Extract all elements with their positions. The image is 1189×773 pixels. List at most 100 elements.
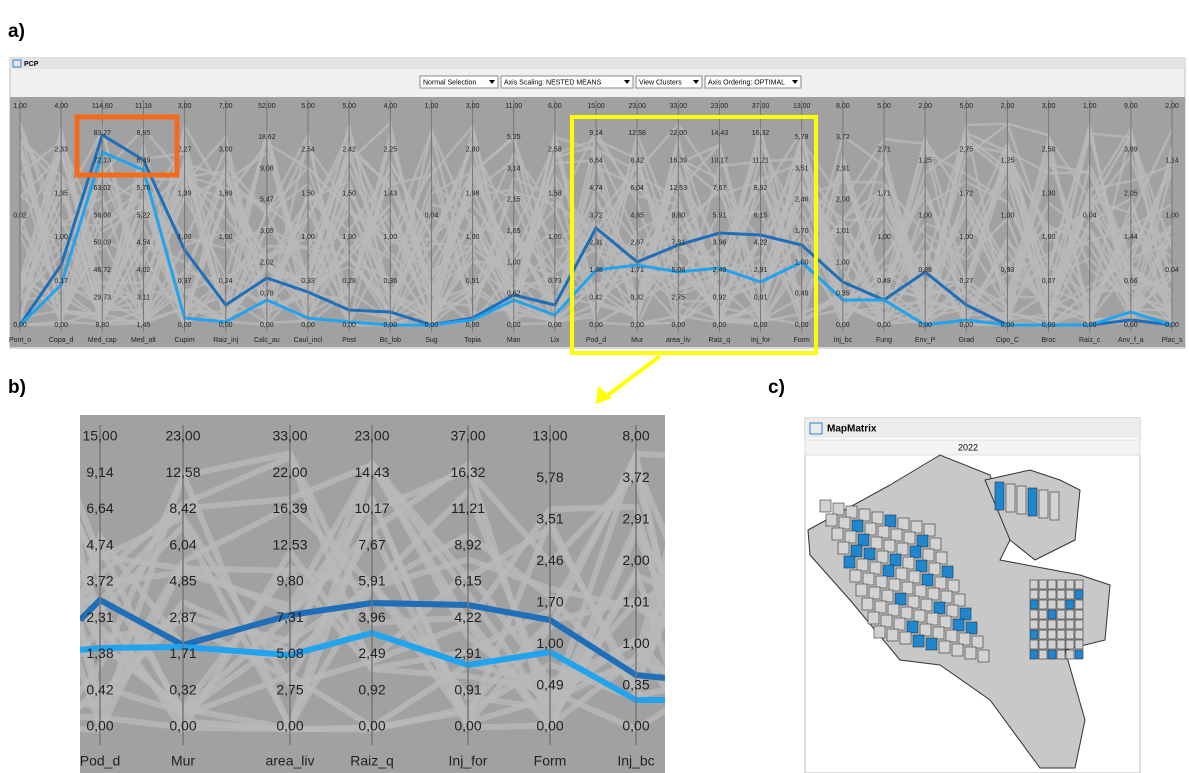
axis-tick-label: 0,78 — [260, 291, 274, 298]
map-parcel — [863, 547, 876, 561]
map-parcel — [927, 587, 940, 601]
axis-tick-label: 1,00 — [425, 103, 439, 110]
dropdown[interactable] — [419, 75, 499, 89]
axis-tick-label: 8,92 — [754, 185, 768, 192]
axis-tick-label: 2,05 — [1124, 190, 1138, 197]
axis-tick-label: 1,38 — [589, 267, 603, 274]
axis-tick-label: 1,00 — [342, 234, 356, 241]
axis-tick-label: 0,00 — [671, 322, 685, 329]
axis-tick-label: 0,93 — [1001, 267, 1015, 274]
dropdown-arrow[interactable] — [792, 80, 798, 84]
dropdown-arrow[interactable] — [624, 80, 630, 84]
axis-tick-label: 0,00 — [383, 322, 397, 329]
axis-tick-label: 1,25 — [1001, 158, 1015, 165]
axis-tick-label: 8,00 — [836, 103, 850, 110]
axis-tick-label: 2,87 — [169, 609, 196, 625]
axis-tick-label: 1,00 — [54, 234, 68, 241]
axis-tick-label: 0,00 — [301, 322, 315, 329]
map-parcel — [1038, 649, 1048, 660]
axis-tick-label: 1,43 — [383, 190, 397, 197]
axis-tick-label: 0,32 — [630, 294, 644, 301]
axis-tick-label: 4,02 — [137, 267, 151, 274]
map-parcel — [870, 536, 883, 550]
axis-tick-label: 3,00 — [178, 103, 192, 110]
map-parcel — [946, 604, 959, 618]
axis-tick-label: 4,22 — [454, 609, 481, 625]
axis-tick-label: 0,91 — [754, 294, 768, 301]
axis-tick-label: 0,00 — [1042, 322, 1056, 329]
axis-tick-label: 6,00 — [548, 103, 562, 110]
axis-tick-label: 37,00 — [752, 103, 770, 110]
axis-tick-label: 1,00 — [622, 635, 649, 651]
map-parcel — [862, 572, 875, 586]
axis-tick-label: 13,00 — [532, 428, 567, 444]
map-parcel — [913, 609, 926, 623]
map-parcel — [1016, 485, 1027, 515]
axis-tick-label: 6,15 — [454, 573, 481, 589]
axis-tick-label: 3,00 — [1042, 103, 1056, 110]
map-parcel — [886, 628, 899, 642]
dropdown-label[interactable]: Normal Selection — [423, 79, 476, 86]
axis-tick-label: 1,65 — [507, 228, 521, 235]
map-parcel — [902, 556, 915, 570]
axis-tick-label: 4,22 — [754, 240, 768, 247]
map-parcel — [1047, 609, 1057, 620]
axis-tick-label: 3,09 — [260, 228, 274, 235]
dropdown-arrow[interactable] — [693, 80, 699, 84]
axis-tick-label: 46,72 — [94, 267, 112, 274]
highlight-box — [74, 114, 180, 178]
dropdown[interactable] — [635, 75, 703, 89]
axis-tick-label: 18,62 — [258, 134, 276, 141]
map-parcel — [945, 629, 958, 643]
dropdown[interactable] — [704, 75, 802, 89]
axis-tick-label: 0,00 — [795, 322, 809, 329]
axis-tick-label: 0,00 — [622, 718, 649, 734]
axis-tick-label: 15,00 — [82, 428, 117, 444]
map-parcel — [889, 553, 902, 567]
axis-tick-label: 12,53 — [272, 536, 307, 552]
axis-tick-label: 1,38 — [86, 645, 113, 661]
axis-tick-label: 7,31 — [276, 609, 303, 625]
map-parcel — [1027, 487, 1038, 517]
map-parcel — [1029, 589, 1039, 600]
axis-name: Form — [794, 337, 811, 344]
map-parcel — [922, 548, 935, 562]
map-parcel — [896, 542, 909, 556]
dropdown-arrow[interactable] — [489, 80, 495, 84]
axis-name: Broc — [1041, 337, 1056, 344]
dropdown-label[interactable]: Axis Scaling: NESTED MEANS — [504, 79, 602, 86]
axis-tick-label: 1,01 — [622, 593, 649, 609]
map-parcel — [881, 589, 894, 603]
axis-name: Pont_o — [9, 337, 31, 344]
map-parcel — [994, 481, 1005, 511]
axis-tick-label: 5,78 — [795, 134, 809, 141]
axis-name: Env_P — [915, 337, 936, 344]
axis-name: Post — [342, 337, 356, 344]
axis-tick-label: 0,51 — [466, 278, 480, 285]
axis-tick-label: 2,00 — [1001, 103, 1015, 110]
axis-tick-label: 0,17 — [54, 278, 68, 285]
dropdown[interactable] — [500, 75, 634, 89]
axis-tick-label: 0,00 — [536, 718, 563, 734]
dropdown-label[interactable]: Axis Ordering: OPTIMAL — [708, 79, 785, 86]
map-parcel — [861, 597, 874, 611]
axis-tick-label: 1,00 — [383, 234, 397, 241]
axis-name: Inj_bc — [617, 753, 654, 769]
map-parcel — [901, 581, 914, 595]
map-parcel — [875, 575, 888, 589]
axis-tick-label: 23,00 — [628, 103, 646, 110]
map-parcel — [929, 537, 942, 551]
dropdown-label[interactable]: View Clusters — [639, 79, 682, 86]
map-parcel — [1065, 649, 1075, 660]
axis-tick-label: 5,25 — [507, 134, 521, 141]
axis-tick-label: 56,08 — [94, 212, 112, 219]
axis-tick-label: 0,02 — [13, 212, 27, 219]
window-icon — [12, 59, 22, 68]
arrow-head — [596, 386, 612, 404]
axis-tick-label: 0,35 — [622, 676, 649, 692]
map-parcel — [893, 617, 906, 631]
map-parcel — [1029, 619, 1039, 630]
axis-tick-label: 9,08 — [260, 165, 274, 172]
map-parcel — [837, 541, 850, 555]
axis-tick-label: 1,98 — [466, 190, 480, 197]
